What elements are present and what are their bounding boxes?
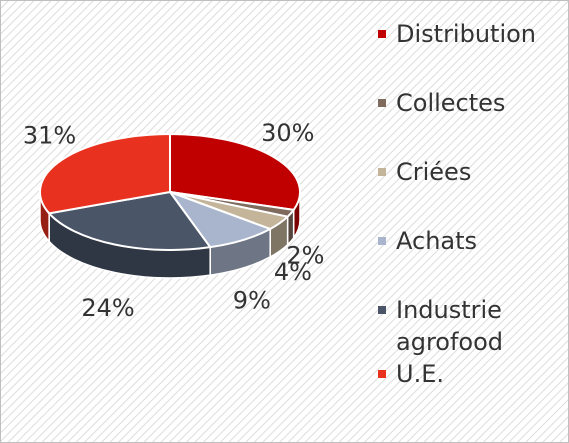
legend-label: Industrie agrofood xyxy=(396,296,504,356)
legend-item: Distribution xyxy=(378,18,558,50)
legend-item: Collectes xyxy=(378,87,558,119)
data-label: 2% xyxy=(286,241,324,269)
data-label: 31% xyxy=(23,122,76,150)
pie-slice xyxy=(39,132,171,215)
legend-swatch xyxy=(378,99,386,107)
legend-label: Achats xyxy=(396,227,478,255)
legend-label: Criées xyxy=(396,158,472,186)
legend-label: U.E. xyxy=(396,360,444,388)
legend-item: Criées xyxy=(378,156,558,188)
legend-label: Distribution xyxy=(396,20,537,48)
pie: 30% 2%4%9% 24% 31% xyxy=(23,119,325,322)
legend-item: U.E. xyxy=(378,358,558,390)
data-label: 30% xyxy=(261,119,314,147)
data-label: 4% xyxy=(274,258,312,286)
legend-swatch xyxy=(378,306,386,314)
legend-swatch xyxy=(378,168,386,176)
legend: Distribution Collectes Criées Achats Industr… xyxy=(378,18,558,390)
pie-slice xyxy=(169,132,301,211)
legend-swatch xyxy=(378,30,386,38)
legend-swatch xyxy=(378,237,386,245)
data-label: 9% xyxy=(233,287,271,315)
legend-label: Collectes xyxy=(396,89,506,117)
legend-item: Achats xyxy=(378,225,558,257)
legend-item: Industrie agrofood xyxy=(378,294,558,358)
data-label: 24% xyxy=(81,294,134,322)
legend-swatch xyxy=(378,370,386,378)
